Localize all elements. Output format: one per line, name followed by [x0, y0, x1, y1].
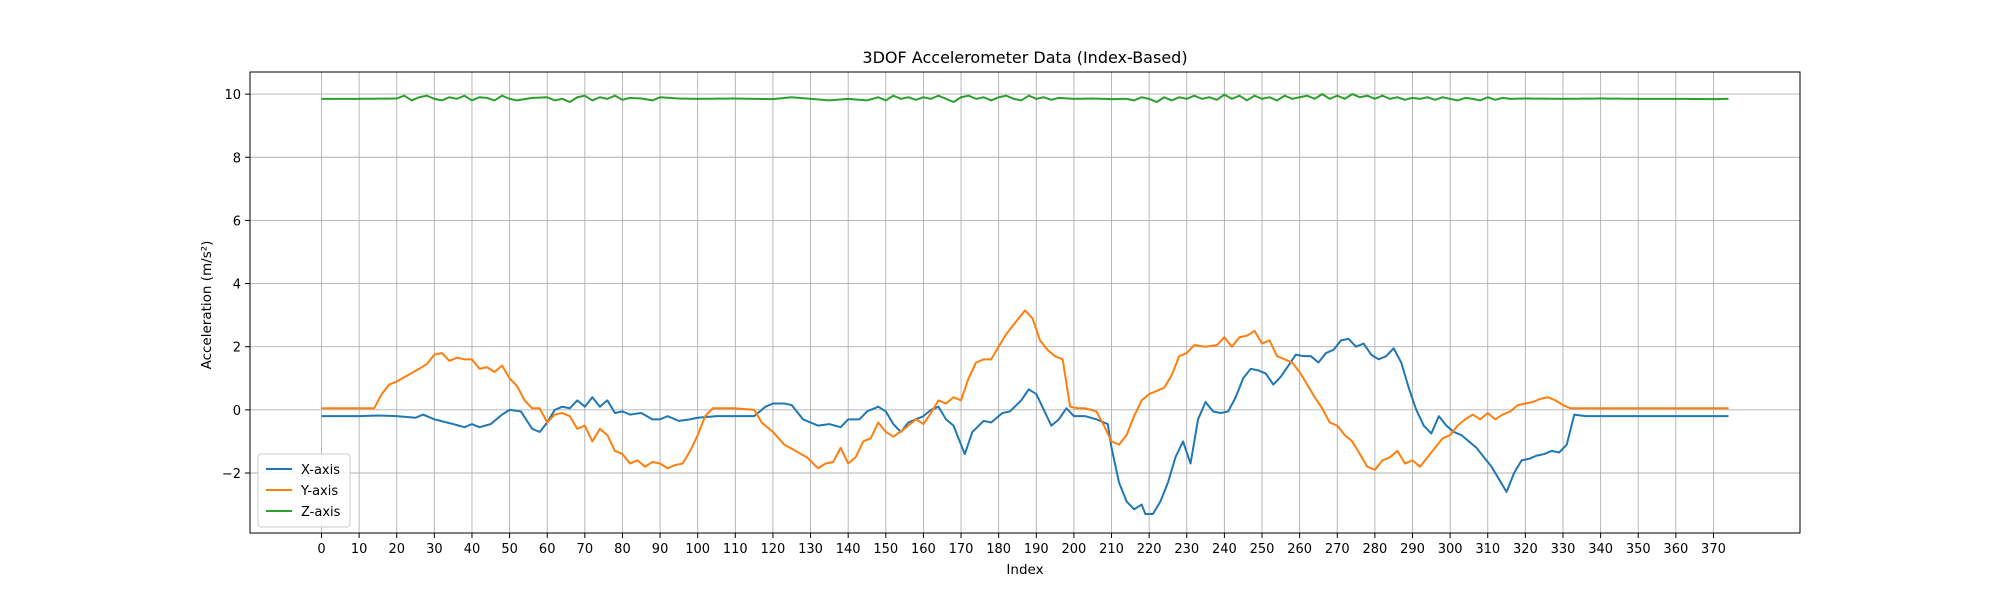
x-tick-label: 350 — [1626, 542, 1651, 557]
x-tick-label: 330 — [1551, 542, 1576, 557]
x-tick-label: 200 — [1061, 542, 1086, 557]
x-tick-label: 110 — [723, 542, 748, 557]
x-tick-label: 280 — [1362, 542, 1387, 557]
x-tick-label: 290 — [1400, 542, 1425, 557]
x-tick-label: 0 — [317, 542, 325, 557]
legend-label: Z-axis — [301, 505, 341, 520]
x-tick-label: 40 — [464, 542, 481, 557]
x-tick-label: 160 — [911, 542, 936, 557]
axis-ticks: 0 10 20 30 40 50 60 70 80 90 100 110 120 130 140 150 160… — [222, 88, 1726, 557]
x-tick-label: 180 — [986, 542, 1011, 557]
x-tick-label: 300 — [1438, 542, 1463, 557]
x-tick-label: 190 — [1024, 542, 1049, 557]
y-tick-label: 2 — [233, 341, 241, 356]
series-lines — [321, 93, 1729, 516]
y-tick-label: 6 — [233, 214, 241, 229]
x-tick-label: 140 — [836, 542, 861, 557]
x-tick-label: 150 — [873, 542, 898, 557]
x-tick-label: 210 — [1099, 542, 1124, 557]
x-tick-label: 270 — [1325, 542, 1350, 557]
x-tick-label: 320 — [1513, 542, 1538, 557]
y-tick-label: 10 — [224, 88, 241, 103]
series-line-x-axis — [321, 337, 1729, 516]
legend-box — [257, 453, 351, 528]
y-tick-label: −2 — [222, 467, 241, 482]
x-tick-label: 250 — [1250, 542, 1275, 557]
chart-title: 3DOF Accelerometer Data (Index-Based) — [862, 48, 1187, 67]
x-tick-label: 80 — [614, 542, 631, 557]
x-tick-label: 240 — [1212, 542, 1237, 557]
x-tick-label: 310 — [1475, 542, 1500, 557]
x-tick-label: 10 — [351, 542, 368, 557]
y-tick-label: 0 — [233, 404, 241, 419]
series-line-y-axis — [321, 309, 1729, 471]
x-tick-label: 50 — [501, 542, 518, 557]
x-tick-label: 170 — [949, 542, 974, 557]
y-tick-label: 4 — [233, 278, 241, 293]
legend-label: X-axis — [301, 463, 340, 478]
legend: X-axis Y-axis Z-axis — [257, 453, 351, 528]
x-tick-label: 130 — [798, 542, 823, 557]
plot-frame — [249, 71, 1801, 534]
x-tick-label: 120 — [761, 542, 786, 557]
x-tick-label: 230 — [1174, 542, 1199, 557]
x-tick-label: 340 — [1588, 542, 1613, 557]
legend-label: Y-axis — [300, 484, 338, 499]
x-tick-label: 360 — [1663, 542, 1688, 557]
x-tick-label: 220 — [1137, 542, 1162, 557]
x-tick-label: 370 — [1701, 542, 1726, 557]
y-tick-label: 8 — [233, 151, 241, 166]
x-tick-label: 30 — [426, 542, 443, 557]
x-tick-label: 20 — [388, 542, 405, 557]
x-tick-label: 260 — [1287, 542, 1312, 557]
x-tick-label: 70 — [577, 542, 594, 557]
x-tick-label: 60 — [539, 542, 556, 557]
grid-lines — [250, 72, 1800, 533]
y-axis-label: Acceleration (m/s²) — [199, 241, 215, 370]
x-axis-label: Index — [1006, 562, 1043, 578]
x-tick-label: 100 — [685, 542, 710, 557]
series-line-z-axis — [321, 93, 1729, 103]
x-tick-label: 90 — [652, 542, 669, 557]
